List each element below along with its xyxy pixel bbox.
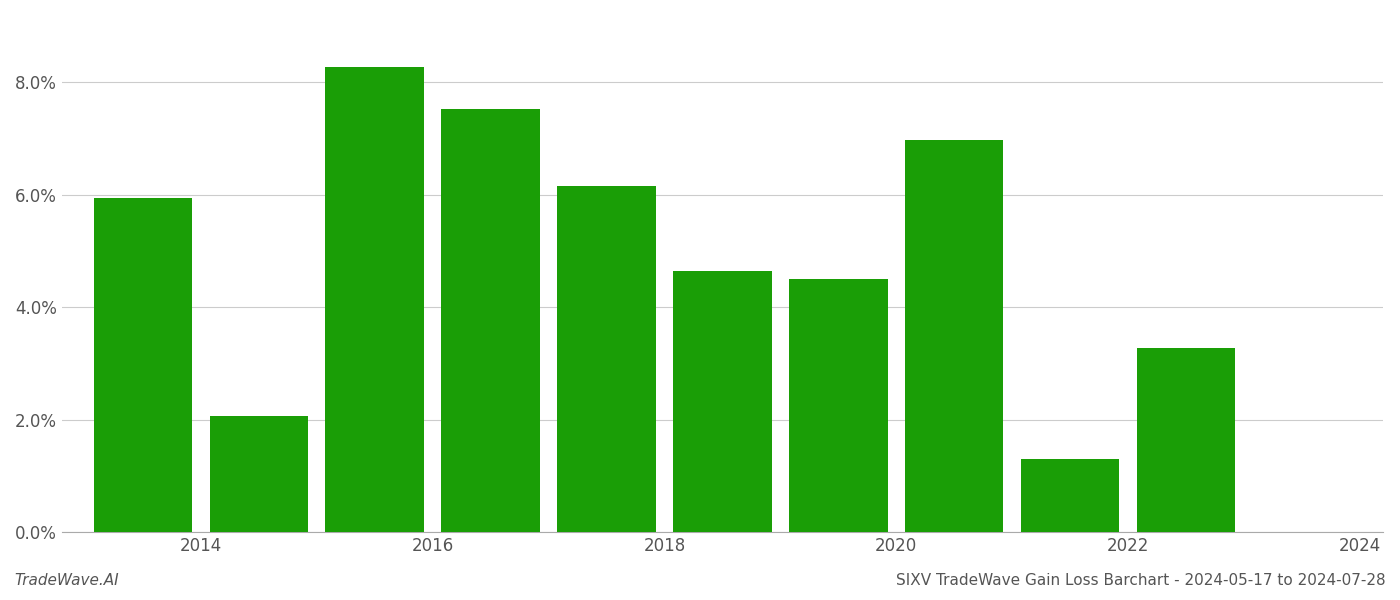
Bar xyxy=(441,109,540,532)
Text: SIXV TradeWave Gain Loss Barchart - 2024-05-17 to 2024-07-28: SIXV TradeWave Gain Loss Barchart - 2024… xyxy=(896,573,1386,588)
Bar xyxy=(210,416,308,532)
Bar xyxy=(557,187,655,532)
Bar xyxy=(325,67,424,532)
Bar xyxy=(790,279,888,532)
Bar xyxy=(94,197,192,532)
Bar xyxy=(1137,348,1235,532)
Bar xyxy=(1021,459,1119,532)
Bar xyxy=(904,140,1004,532)
Text: TradeWave.AI: TradeWave.AI xyxy=(14,573,119,588)
Bar xyxy=(673,271,771,532)
